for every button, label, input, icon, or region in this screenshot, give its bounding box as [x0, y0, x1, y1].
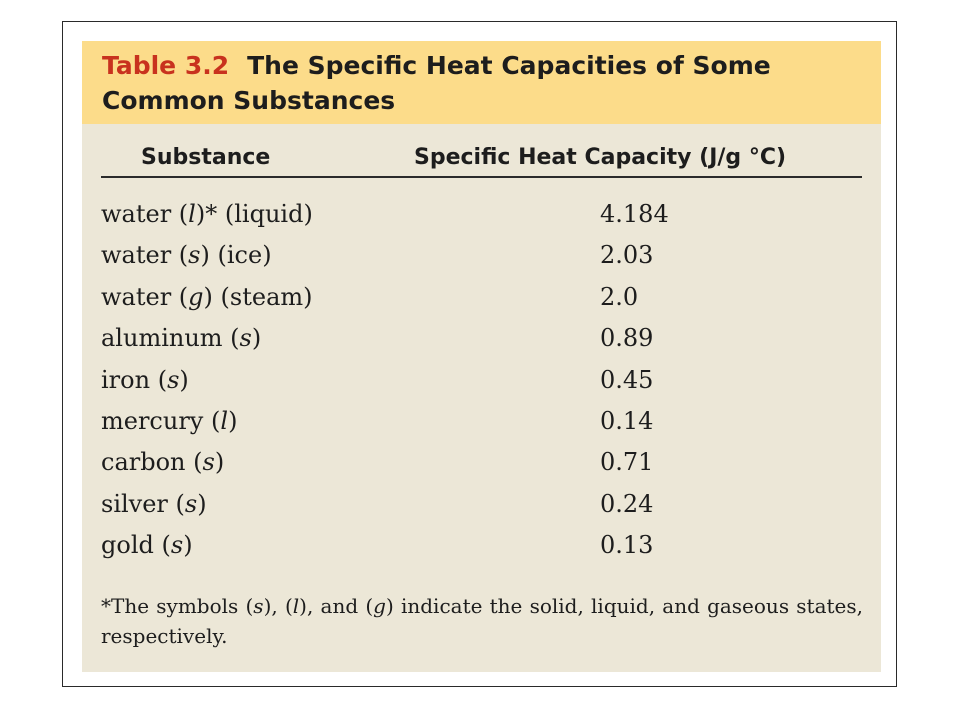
substance-cell: water (g) (steam) — [101, 282, 313, 311]
table-title-line-2: Common Substances — [102, 86, 396, 115]
title-band: Table 3.2 The Specific Heat Capacities of… — [82, 41, 881, 124]
capacity-cell: 0.13 — [600, 531, 654, 560]
substance-suffix: (steam) — [212, 282, 313, 311]
substance-cell: iron (s) — [101, 365, 189, 394]
table-title-text: The Specific Heat Capacities of Some — [247, 51, 771, 80]
table-row: silver (s) 0.24 — [82, 492, 881, 533]
table-row: iron (s) 0.45 — [82, 368, 881, 409]
table-row: gold (s) 0.13 — [82, 533, 881, 574]
state-symbol: s — [239, 324, 252, 353]
table-row: water (g) (steam) 2.0 — [82, 285, 881, 326]
header-rule — [101, 176, 862, 178]
table-row: water (s) (ice) 2.03 — [82, 243, 881, 284]
capacity-cell: 0.24 — [600, 489, 654, 518]
capacity-cell: 0.71 — [600, 448, 654, 477]
table-row: water (l)* (liquid) 4.184 — [82, 202, 881, 243]
table-title-line-1: Table 3.2 The Specific Heat Capacities of… — [102, 53, 771, 78]
capacity-cell: 0.14 — [600, 406, 654, 435]
capacity-cell: 2.03 — [600, 241, 654, 270]
substance-suffix: * (liquid) — [205, 200, 313, 228]
substance-name: silver — [101, 489, 168, 518]
table-number: Table 3.2 — [102, 51, 230, 80]
state-symbol: l — [188, 200, 196, 228]
substance-name: mercury — [101, 406, 204, 435]
substance-cell: carbon (s) — [101, 448, 225, 477]
capacity-cell: 0.45 — [600, 365, 654, 394]
state-symbol: g — [188, 282, 204, 311]
state-symbol: s — [170, 531, 184, 560]
table-body: water (l)* (liquid) 4.184 water (s) (ice) 2… — [82, 202, 881, 575]
footnote: *The symbols (s), (l), and (g) indicate … — [101, 594, 863, 648]
state-symbol: l — [220, 406, 229, 435]
table-row: aluminum (s) 0.89 — [82, 326, 881, 367]
substance-name: iron — [101, 365, 151, 394]
capacity-cell: 0.89 — [600, 324, 654, 353]
state-symbol: s — [188, 241, 201, 270]
substance-cell: aluminum (s) — [101, 324, 262, 353]
capacity-cell: 2.0 — [600, 282, 639, 311]
table-row: mercury (l) 0.14 — [82, 409, 881, 450]
substance-name: water — [101, 200, 172, 228]
table-card: Table 3.2 The Specific Heat Capacities of… — [82, 41, 881, 672]
substance-name: carbon — [101, 448, 186, 477]
substance-cell: mercury (l) — [101, 406, 238, 435]
substance-cell: water (s) (ice) — [101, 241, 272, 270]
state-symbol: s — [202, 448, 215, 477]
capacity-cell: 4.184 — [600, 200, 669, 228]
substance-cell: water (l)* (liquid) — [101, 200, 313, 228]
table-row: carbon (s) 0.71 — [82, 450, 881, 491]
substance-suffix: (ice) — [209, 241, 272, 270]
column-header-capacity: Specific Heat Capacity (J/g °C) — [414, 145, 787, 170]
substance-name: water — [101, 282, 172, 311]
substance-name: water — [101, 241, 172, 270]
column-header-substance: Substance — [141, 145, 271, 170]
state-symbol: s — [184, 489, 198, 518]
state-symbol: s — [167, 365, 180, 394]
substance-name: gold — [101, 531, 154, 560]
substance-name: aluminum — [101, 324, 223, 353]
substance-cell: silver (s) — [101, 489, 207, 518]
substance-cell: gold (s) — [101, 531, 193, 560]
